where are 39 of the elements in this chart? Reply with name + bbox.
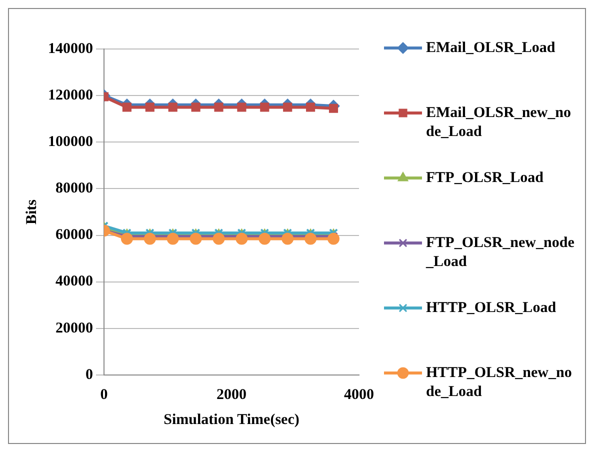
point bbox=[120, 232, 133, 245]
point bbox=[328, 232, 340, 245]
point bbox=[168, 102, 178, 112]
x-tick-label: 4000 bbox=[344, 386, 374, 403]
x-tick-label: 0 bbox=[100, 386, 108, 403]
y-tick-label: 60000 bbox=[56, 227, 93, 244]
legend-label: EMail_OLSR_Load bbox=[426, 39, 556, 58]
legend-label: FTP_OLSR_Load bbox=[426, 169, 544, 188]
point bbox=[236, 232, 248, 245]
y-tick-label: 120000 bbox=[48, 87, 93, 104]
point bbox=[237, 102, 246, 112]
point bbox=[282, 232, 294, 245]
point bbox=[166, 232, 179, 245]
y-tick-label: 40000 bbox=[56, 274, 93, 290]
point bbox=[191, 102, 200, 112]
legend-label: EMail_OLSR_new_node_Load bbox=[426, 104, 572, 142]
point bbox=[304, 232, 317, 245]
point bbox=[144, 232, 156, 245]
legend-label: FTP_OLSR_new_node_Load bbox=[426, 234, 576, 272]
legend-label: HTTP_OLSR_new_node_Load bbox=[426, 364, 573, 402]
point bbox=[283, 102, 292, 112]
point bbox=[328, 104, 338, 113]
point bbox=[306, 102, 316, 112]
point bbox=[212, 232, 225, 245]
point bbox=[260, 102, 270, 112]
point bbox=[258, 232, 271, 245]
y-tick-label: 140000 bbox=[48, 40, 93, 57]
point bbox=[214, 102, 224, 112]
y-tick-label: 80000 bbox=[56, 180, 93, 197]
point bbox=[145, 102, 154, 112]
y-axis-title: Bits bbox=[24, 199, 40, 225]
point bbox=[190, 232, 202, 245]
point bbox=[122, 102, 132, 112]
x-tick-label: 2000 bbox=[216, 386, 246, 403]
y-tick-label: 0 bbox=[86, 366, 93, 383]
y-tick-label: 100000 bbox=[48, 134, 93, 150]
x-axis-title: Simulation Time(sec) bbox=[164, 412, 300, 428]
legend-label: HTTP_OLSR_Load bbox=[426, 299, 556, 318]
y-tick-label: 20000 bbox=[56, 320, 93, 336]
